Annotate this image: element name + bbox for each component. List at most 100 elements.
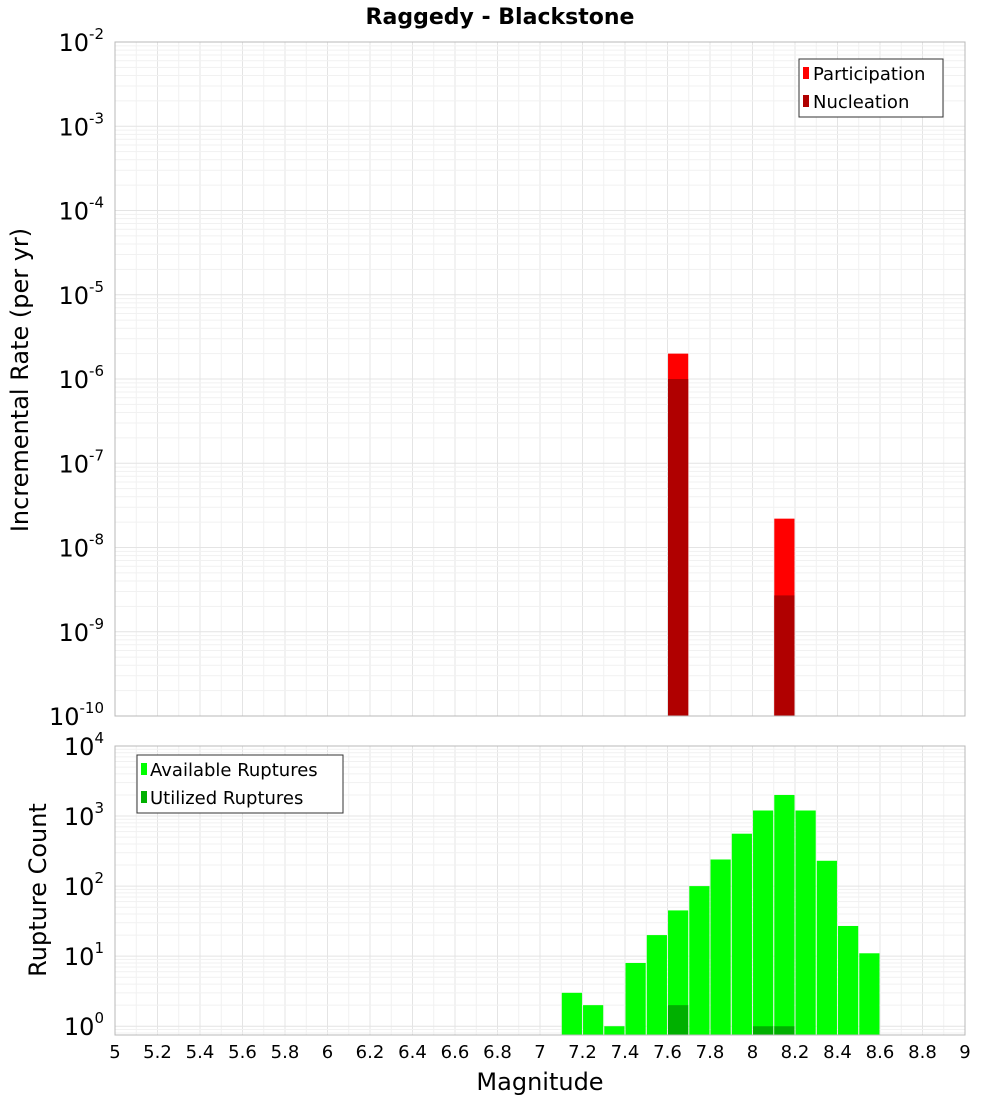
rate-y-tick-label: 10-6 xyxy=(58,362,104,394)
rupture-count-bar-available-ruptures xyxy=(795,810,816,1035)
rupture-count-y-tick-label: 101 xyxy=(64,939,104,971)
rupture-count-grid xyxy=(114,745,966,1035)
rupture-legend-swatch-available xyxy=(141,763,147,775)
x-tick-label: 6.8 xyxy=(483,1042,512,1063)
rate-legend-box xyxy=(798,58,944,118)
x-tick-label: 7.4 xyxy=(611,1042,640,1063)
rupture-count-y-tick-exp: 2 xyxy=(94,869,104,887)
rate-y-tick-exp: -3 xyxy=(89,109,104,127)
rupture-count-bar-utilized-ruptures xyxy=(668,1005,689,1035)
rate-y-tick-base: 10 xyxy=(58,198,89,226)
x-tick-label: 6.4 xyxy=(398,1042,427,1063)
rupture-count-y-tick-base: 10 xyxy=(64,803,95,831)
x-tick-label: 9 xyxy=(959,1042,970,1063)
rate-bar-nucleation xyxy=(668,379,689,716)
x-tick-label: 5.8 xyxy=(271,1042,300,1063)
rate-y-tick-base: 10 xyxy=(58,619,89,647)
rupture-count-bar-utilized-ruptures xyxy=(753,1026,774,1035)
x-tick-label: 6 xyxy=(322,1042,333,1063)
rupture-count-y-tick-base: 10 xyxy=(64,873,95,901)
rupture-legend-swatch-utilized xyxy=(141,791,147,803)
x-tick-label: 7.8 xyxy=(696,1042,725,1063)
rupture-legend-label-utilized: Utilized Ruptures xyxy=(150,788,303,809)
rate-legend-swatch-participation xyxy=(803,67,809,79)
x-tick-label: 5.2 xyxy=(143,1042,172,1063)
rate-y-tick-exp: -9 xyxy=(89,615,104,633)
rate-y-tick-base: 10 xyxy=(58,366,89,394)
rupture-count-y-tick-label: 102 xyxy=(64,869,104,901)
chart-title: Raggedy - Blackstone xyxy=(366,5,635,30)
rupture-count-y-tick-base: 10 xyxy=(64,943,95,971)
rupture-count-bar-available-ruptures xyxy=(668,910,689,1035)
rupture-count-bar-available-ruptures xyxy=(838,925,859,1035)
rate-legend-label-nucleation: Nucleation xyxy=(813,92,909,113)
rupture-legend-box xyxy=(136,754,344,814)
x-tick-label: 7.2 xyxy=(568,1042,597,1063)
x-tick-label: 7.6 xyxy=(653,1042,682,1063)
rupture-count-bar-available-ruptures xyxy=(816,860,837,1035)
rupture-count-y-tick-label: 103 xyxy=(64,799,104,831)
rate-y-tick-base: 10 xyxy=(58,450,89,478)
rate-bar-nucleation xyxy=(774,595,795,716)
rate-plot-frame xyxy=(114,41,966,717)
rate-y-tick-exp: -5 xyxy=(89,278,104,296)
rupture-count-bar-available-ruptures xyxy=(859,953,880,1035)
rate-y-tick-exp: -8 xyxy=(89,531,104,549)
rate-y-tick-exp: -4 xyxy=(89,194,104,212)
rupture-count-y-tick-exp: 4 xyxy=(94,729,104,747)
rupture-count-bar-available-ruptures xyxy=(753,810,774,1035)
x-tick-label: 5.6 xyxy=(228,1042,257,1063)
rupture-count-y-tick-exp: 0 xyxy=(94,1009,104,1027)
rate-y-tick-exp: -6 xyxy=(89,362,104,380)
x-tick-label: 6.6 xyxy=(441,1042,470,1063)
x-tick-label: 8.2 xyxy=(781,1042,810,1063)
magnitude-x-ticks: 5 5.2 5.4 5.6 5.8 6 6.2 6.4 6.6 6.8 7 7.2 7.4 7.6 7.8 8… xyxy=(109,1042,970,1063)
rate-y-tick-base: 10 xyxy=(58,113,89,141)
rupture-count-bar-available-ruptures xyxy=(646,935,667,1035)
rupture-legend-label-available: Available Ruptures xyxy=(150,760,318,781)
rate-y-tick-label: 10-8 xyxy=(58,531,104,563)
rate-y-tick-base: 10 xyxy=(58,282,89,310)
x-tick-label: 8.8 xyxy=(908,1042,937,1063)
x-axis-label: Magnitude xyxy=(476,1068,603,1096)
rate-y-tick-label: 10-5 xyxy=(58,278,104,310)
rupture-count-bar-available-ruptures xyxy=(731,833,752,1035)
rupture-count-bar-available-ruptures xyxy=(689,886,710,1035)
rate-y-tick-label: 10-4 xyxy=(58,194,104,226)
rupture-count-bar-available-ruptures xyxy=(625,962,646,1035)
x-tick-label: 8.6 xyxy=(866,1042,895,1063)
x-tick-label: 8.4 xyxy=(823,1042,852,1063)
rate-y-tick-exp: -2 xyxy=(89,25,104,43)
rate-plot-bars xyxy=(668,353,795,716)
rate-legend-label-participation: Participation xyxy=(813,64,925,85)
rate-y-tick-base: 10 xyxy=(58,535,89,563)
rate-y-tick-exp: -10 xyxy=(80,699,105,717)
rupture-count-y-tick-label: 100 xyxy=(64,1009,104,1041)
rupture-count-y-tick-base: 10 xyxy=(64,733,95,761)
x-tick-label: 5.4 xyxy=(186,1042,215,1063)
x-tick-label: 8 xyxy=(747,1042,758,1063)
rupture-count-bars xyxy=(561,794,880,1035)
rate-y-tick-exp: -7 xyxy=(89,446,104,464)
rate-legend: Participation Nucleation xyxy=(798,58,944,118)
rate-y-tick-base: 10 xyxy=(58,29,89,57)
rate-y-tick-label: 10-2 xyxy=(58,25,104,57)
x-tick-label: 7 xyxy=(534,1042,545,1063)
rate-y-tick-label: 10-3 xyxy=(58,109,104,141)
rate-y-tick-base: 10 xyxy=(49,703,80,731)
rate-y-tick-label: 10-7 xyxy=(58,446,104,478)
rupture-count-bar-available-ruptures xyxy=(710,859,731,1035)
rupture-count-bar-available-ruptures xyxy=(561,992,582,1035)
rupture-count-bar-available-ruptures xyxy=(583,1005,604,1035)
rupture-count-bar-available-ruptures xyxy=(774,794,795,1035)
rupture-count-bar-available-ruptures xyxy=(604,1026,625,1035)
rupture-count-y-tick-exp: 1 xyxy=(94,939,104,957)
rate-y-tick-label: 10-10 xyxy=(49,699,104,731)
x-tick-label: 6.2 xyxy=(356,1042,385,1063)
rupture-count-y-tick-label: 104 xyxy=(64,729,104,761)
